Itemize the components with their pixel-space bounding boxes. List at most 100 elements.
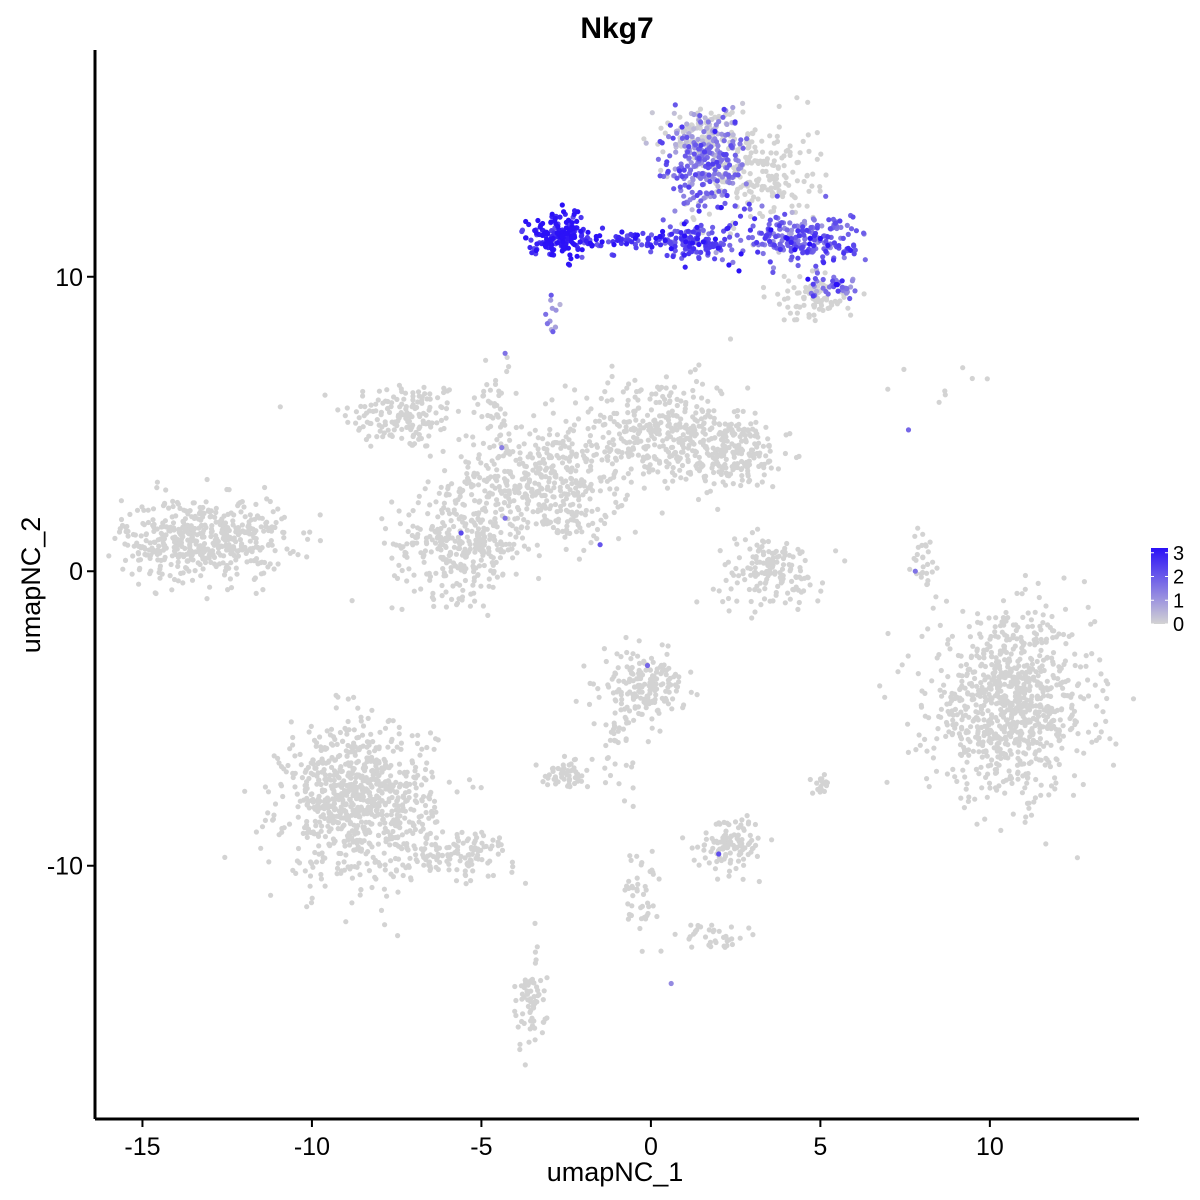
cell-point <box>740 109 746 115</box>
cell-point <box>480 506 486 513</box>
cell-point <box>426 862 432 868</box>
cell-point <box>425 510 431 517</box>
cell-point <box>988 762 994 768</box>
cell-point <box>454 789 460 795</box>
cell-point <box>492 520 498 526</box>
cell-point <box>269 542 275 548</box>
cell-point <box>787 596 793 602</box>
cell-point <box>346 763 352 769</box>
cell-point <box>425 853 431 859</box>
cell-point <box>398 386 404 392</box>
cell-point <box>564 527 570 533</box>
cell-point <box>451 510 457 516</box>
cell-point <box>1049 613 1055 620</box>
cell-point <box>1045 622 1051 628</box>
cell-point <box>367 793 373 799</box>
cell-point <box>756 588 762 594</box>
cell-point <box>812 317 818 324</box>
cell-point <box>362 404 368 410</box>
cell-point <box>752 609 758 615</box>
cell-point <box>659 642 665 648</box>
cell-point <box>819 580 826 586</box>
cell-point <box>958 709 964 715</box>
cell-point <box>179 543 185 550</box>
cell-point <box>508 546 514 552</box>
cell-point <box>716 928 722 934</box>
cell-point <box>768 185 774 191</box>
cell-point <box>125 533 131 539</box>
cell-point <box>664 464 670 470</box>
cell-point <box>603 742 609 749</box>
cell-point <box>578 510 585 516</box>
cell-point <box>1003 777 1009 783</box>
cell-point <box>1019 591 1025 597</box>
cell-point <box>787 310 794 316</box>
cell-point <box>479 840 485 846</box>
cell-point <box>538 977 544 984</box>
cell-point <box>699 461 705 467</box>
cell-point <box>726 608 732 614</box>
cell-point <box>924 570 930 576</box>
cell-point <box>644 913 650 919</box>
cell-point <box>464 471 470 477</box>
cell-point <box>384 387 390 393</box>
cell-point <box>935 726 941 732</box>
cell-point <box>344 405 350 411</box>
cell-point <box>520 1011 526 1017</box>
cell-point <box>152 590 158 596</box>
cell-point <box>404 578 410 584</box>
cell-point <box>401 396 407 402</box>
cell-point <box>204 476 210 483</box>
cell-point <box>301 530 307 536</box>
cell-point <box>353 409 359 415</box>
cell-point <box>335 753 341 760</box>
cell-point <box>136 543 142 549</box>
cell-point <box>1002 673 1008 679</box>
cell-point <box>752 821 759 828</box>
cell-point <box>522 1062 528 1068</box>
cell-point <box>817 188 823 194</box>
cell-point <box>518 511 524 517</box>
cell-point <box>475 526 482 532</box>
cell-point <box>148 552 154 558</box>
cell-point <box>335 694 341 700</box>
cell-point <box>596 694 602 700</box>
cell-point <box>703 836 710 842</box>
cell-point <box>1034 639 1040 646</box>
cell-point <box>511 541 517 547</box>
cell-point <box>983 687 989 693</box>
cell-point <box>488 553 494 560</box>
cell-point <box>264 496 270 502</box>
cell-point <box>380 816 386 822</box>
cell-point <box>1062 606 1069 612</box>
cell-point <box>561 501 567 507</box>
cell-point <box>595 506 601 512</box>
cell-point <box>754 431 760 437</box>
cell-point <box>1027 641 1033 647</box>
cell-point <box>551 485 557 491</box>
cell-point <box>171 544 177 550</box>
cell-point <box>1015 624 1021 630</box>
cell-point <box>333 782 339 789</box>
cell-point <box>608 729 615 735</box>
cell-point <box>139 504 145 510</box>
cell-point <box>967 634 974 640</box>
cell-point <box>919 542 925 549</box>
cell-point <box>976 735 982 741</box>
cell-point <box>547 453 553 459</box>
cell-point <box>465 836 471 842</box>
cell-point <box>235 553 241 559</box>
cell-point <box>827 305 833 311</box>
cell-point <box>724 438 730 444</box>
cell-point <box>250 545 256 552</box>
cell-point <box>394 396 400 402</box>
cell-point <box>706 860 712 866</box>
cell-point <box>493 509 499 515</box>
cell-point <box>549 464 555 470</box>
cell-point <box>767 177 773 183</box>
cell-point <box>1045 693 1051 699</box>
cell-point <box>978 764 984 770</box>
cell-point <box>1008 651 1014 657</box>
cell-point <box>699 381 706 387</box>
cell-point <box>1039 663 1045 669</box>
